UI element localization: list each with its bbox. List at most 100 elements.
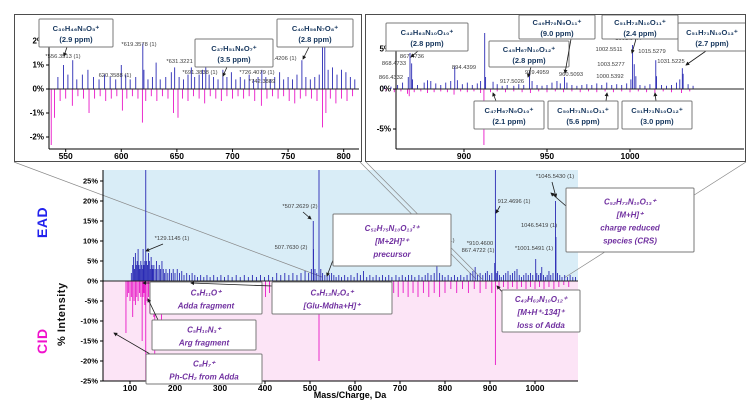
y-tick-label: 0% (87, 277, 98, 286)
annotation-ph-ch2-text: C₈H₇⁺ (193, 359, 216, 368)
y-tick-label: -5% (85, 297, 99, 306)
peak-label: *556.3513 (1) (45, 54, 80, 60)
y-tick-label: 5% (87, 257, 98, 266)
formula-box-c49h70n9o11-text: C₄₉H₇₀N₉O₁₁⁺ (533, 18, 582, 27)
y-tick-label: 15% (83, 217, 98, 226)
annotation-arg-fragment-text: Arg fragment (178, 338, 230, 347)
formula-box-c51h71n10o13-arrow (685, 50, 707, 66)
formula-box-c50h71n10o11-text: (5.6 ppm) (566, 117, 600, 126)
annotation-ph-ch2-arrow (113, 332, 151, 355)
peak-label: 912.4696 (1) (498, 199, 531, 205)
formula-box-c51h71n10o12-arrow (653, 92, 658, 102)
formula-box-c40h56n7o8-text: C₄₀H₅₆N₇O₈⁺ (292, 24, 338, 33)
formula-box-c45h67n10o12-text: (2.8 ppm) (512, 56, 546, 65)
annotation-glu-mdha (271, 281, 393, 315)
x-tick-label: 600 (114, 151, 128, 161)
peak-label: 620.3588 (1) (99, 73, 132, 79)
x-tick-label: 400 (258, 383, 272, 393)
annotation-ph-ch2 (145, 353, 263, 385)
peak-label: *507.2629 (2) (282, 204, 317, 210)
y-axis-title: % Intensity (56, 282, 68, 346)
formula-box-c50h71n10o11-text: C₅₀H₇₁N₁₀O₁₁⁺ (557, 106, 609, 115)
peak-label: 868.4733 (382, 61, 406, 67)
y-tick-label: 5% (379, 45, 391, 54)
y-tick-label: 10% (83, 237, 98, 246)
y-tick-label: 1% (32, 61, 44, 70)
y-tick-label: -5% (377, 125, 391, 134)
formula-box-c51h71n10o12-text: C₅₁H₇₁N₁₀O₁₂⁺ (631, 106, 683, 115)
annotation-precursor-text: C₅₂H₇₅N₁₀O₁₃²⁺ (365, 224, 420, 233)
annotation-crs (565, 187, 695, 253)
formula-box-c49h70n9o11 (518, 15, 596, 40)
formula-box-c37h51n6o7 (194, 38, 274, 68)
formula-box-c30h46n5o5 (38, 18, 114, 48)
peak-label: 917.5026 (500, 79, 524, 85)
x-tick-label: 100 (123, 383, 137, 393)
x-tick-label: 900 (483, 383, 497, 393)
peak-label: *742.3889 (249, 79, 275, 85)
formula-box-c30h46n5o5-text: (2.9 ppm) (59, 35, 93, 44)
x-tick-label: 800 (337, 151, 351, 161)
formula-box-c47h67n9o10-text: C₄₇H₆₇N₉O₁₀⁺ (485, 106, 534, 115)
annotation-loss-of-adda-text: loss of Adda (517, 321, 565, 330)
formula-box-c51h73n10o11-text: C₅₁H₇₃N₁₀O₁₁⁺ (614, 18, 666, 27)
annotation-arrow (551, 181, 558, 198)
x-tick-label: 700 (393, 383, 407, 393)
annotation-precursor-text: [M+2H]²⁺ (374, 237, 410, 246)
x-tick-label: 550 (59, 151, 73, 161)
main-spectrum-panel: 25% 20% 15% 10% 5% 0% -5% -10% -15% -20% -25% 100 20… (0, 162, 750, 406)
formula-box-c40h56n7o8 (276, 18, 354, 48)
peak-label: *1045.5430 (1) (536, 174, 574, 180)
annotation-ph-ch2-text: Ph-CH₂ from Adda (169, 372, 239, 381)
peak-label: 867.4722 (1) (462, 248, 495, 254)
annotation-crs-text: [M+H]⁺ (616, 210, 644, 219)
right-zoom-inset-panel: 5% 0% -5% 900 950 1000 867.4736 868.4733 866.433… (365, 14, 746, 162)
annotation-glu-mdha-text: C₉H₁₃N₂O₄⁺ (310, 288, 354, 297)
left-zoom-inset-panel: 2% 1% 0% -1% -2% 550 600 650 700 750 800 *556.3513 … (14, 14, 362, 162)
y-tick-label: 0% (32, 85, 44, 94)
peak-label: 939.4959 (525, 70, 549, 76)
y-tick-label: -15% (80, 337, 98, 346)
main-spectrum: 25% 20% 15% 10% 5% 0% -5% -10% -15% -20% -25% 100 20… (13, 162, 747, 393)
x-tick-label: 200 (168, 383, 182, 393)
annotation-precursor-text: precursor (372, 250, 411, 259)
peak-label: *691.3838 (1) (182, 70, 217, 76)
formula-box-c47h67n9o10-text: (2.1 ppm) (492, 117, 526, 126)
left-inset-spectrum: 2% 1% 0% -1% -2% 550 600 650 700 750 800 *556.3513 … (30, 18, 359, 161)
annotation-arrow (145, 243, 164, 252)
x-tick-label: 800 (438, 383, 452, 393)
formula-box-c42h63n10o10 (385, 22, 469, 52)
annotation-loss-of-adda-text: [M+H⁺-134]⁺ (517, 308, 566, 317)
peak-label: 507.7630 (2) (275, 245, 308, 251)
formula-box-c51h73n10o11-arrow (630, 38, 637, 54)
annotation-adda-fragment-text: C₉H₁₁O⁺ (191, 288, 223, 297)
formula-box-c51h73n10o11-text: (2.4 ppm) (623, 29, 657, 38)
annotation-crs-arrow (550, 192, 567, 207)
peak-label: 1046.5419 (1) (521, 223, 557, 229)
formula-box-c47h67n9o10-arrow (492, 92, 497, 102)
formula-box-c37h51n6o7-arrow (222, 66, 228, 77)
peak-label: *631.3221 (1) (166, 59, 201, 65)
y-tick-label: 0% (379, 85, 391, 94)
annotation-precursor-arrow (326, 259, 334, 277)
x-tick-label: 300 (213, 383, 227, 393)
y-tick-label: 20% (83, 197, 98, 206)
peak-label: 867.4736 (400, 54, 424, 60)
formula-box-c51h71n10o13 (677, 22, 745, 52)
formula-box-c49h70n9o11-arrow (563, 38, 572, 74)
peak-label: 894.4399 (452, 65, 476, 71)
annotation-loss-of-adda (501, 289, 581, 333)
formula-box-c40h56n7o8-arrow (302, 46, 310, 60)
peak-label: 1000.5392 (596, 74, 623, 80)
formula-box-c40h56n7o8-text: (2.8 ppm) (298, 35, 332, 44)
x-tick-label: 600 (348, 383, 362, 393)
ead-axis-label: EAD (34, 206, 50, 238)
annotation-glu-mdha-text: [Glu-Mdha+H]⁺ (303, 301, 362, 310)
y-tick-label: -10% (80, 317, 98, 326)
annotation-adda-fragment-text: Adda fragment (177, 301, 235, 310)
annotation-arrow (495, 205, 501, 214)
annotation-loss-of-adda-text: C₄₃H₆₃N₁₀O₁₂⁺ (515, 295, 568, 304)
cid-axis-label: CID (34, 328, 50, 354)
peak-label: *129.1145 (1) (155, 236, 190, 242)
